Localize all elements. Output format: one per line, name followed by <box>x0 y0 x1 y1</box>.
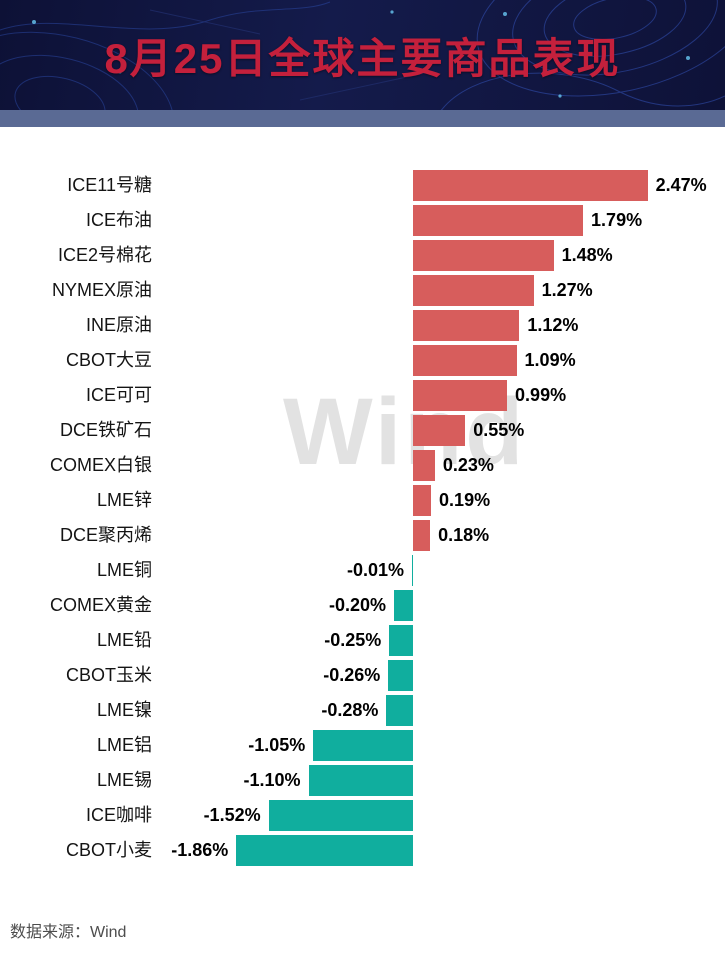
value-label: 2.47% <box>655 175 707 195</box>
negative-bar <box>388 660 413 691</box>
category-label: LME锌 <box>96 490 152 510</box>
value-label: 1.12% <box>527 315 579 335</box>
page-title: 8月25日全球主要商品表现 <box>104 34 621 82</box>
chart-row: ICE11号糖 2.47% <box>0 168 725 203</box>
value-label: 0.19% <box>439 490 491 510</box>
banner-decoration-pattern <box>0 0 725 110</box>
category-label: ICE咖啡 <box>85 805 152 825</box>
chart-row: LME铅 -0.25% <box>0 623 725 658</box>
positive-bar <box>413 240 554 271</box>
chart-row: ICE2号棉花 1.48% <box>0 238 725 273</box>
chart-rows: ICE11号糖 2.47% ICE布油 1.79% ICE2号棉花 1.48% NYMEX原… <box>0 168 725 868</box>
value-label: -0.25% <box>324 630 382 650</box>
category-label: ICE2号棉花 <box>57 245 152 265</box>
chart-row: DCE聚丙烯 0.18% <box>0 518 725 553</box>
header-accent-band <box>0 110 725 127</box>
value-label: 1.48% <box>561 245 613 265</box>
chart-row: CBOT大豆 1.09% <box>0 343 725 378</box>
negative-bar <box>268 800 413 831</box>
value-label: -1.05% <box>248 735 306 755</box>
chart-row: COMEX黄金 -0.20% <box>0 588 725 623</box>
positive-bar <box>413 415 466 446</box>
chart-row: CBOT玉米 -0.26% <box>0 658 725 693</box>
category-label: ICE布油 <box>85 210 152 230</box>
category-label: LME铝 <box>96 735 152 755</box>
value-label: 1.27% <box>541 280 593 300</box>
value-label: -0.28% <box>321 700 379 720</box>
positive-bar <box>413 520 431 551</box>
positive-bar <box>413 310 520 341</box>
negative-bar <box>394 590 413 621</box>
category-label: INE原油 <box>85 315 152 335</box>
category-label: COMEX黄金 <box>49 595 152 615</box>
category-label: CBOT小麦 <box>65 840 152 860</box>
negative-bar <box>313 730 413 761</box>
chart-row: COMEX白银 0.23% <box>0 448 725 483</box>
category-label: CBOT大豆 <box>65 350 152 370</box>
value-label: 1.79% <box>591 210 643 230</box>
category-label: ICE11号糖 <box>67 175 152 195</box>
value-label: -1.10% <box>243 770 301 790</box>
value-label: 0.55% <box>473 420 525 440</box>
category-label: DCE聚丙烯 <box>59 525 152 545</box>
category-label: LME铅 <box>96 630 152 650</box>
chart-row: LME铝 -1.05% <box>0 728 725 763</box>
positive-bar <box>413 170 648 201</box>
value-label: -0.20% <box>328 595 386 615</box>
positive-bar <box>413 275 534 306</box>
value-label: 0.99% <box>515 385 567 405</box>
chart-row: ICE咖啡 -1.52% <box>0 798 725 833</box>
category-label: ICE可可 <box>85 385 152 405</box>
negative-bar <box>412 555 413 586</box>
category-label: LME锡 <box>96 770 152 790</box>
chart-row: LME镍 -0.28% <box>0 693 725 728</box>
value-label: -1.52% <box>203 805 261 825</box>
bar-chart: Wind ICE11号糖 2.47% ICE布油 1.79% ICE2号棉花 1.48% N… <box>0 127 725 907</box>
positive-bar <box>413 450 435 481</box>
value-label: -0.26% <box>323 665 381 685</box>
chart-row: ICE布油 1.79% <box>0 203 725 238</box>
category-label: DCE铁矿石 <box>59 420 152 440</box>
category-label: CBOT玉米 <box>65 665 152 685</box>
chart-row: LME锡 -1.10% <box>0 763 725 798</box>
chart-row: ICE可可 0.99% <box>0 378 725 413</box>
positive-bar <box>413 345 517 376</box>
category-label: LME铜 <box>96 560 152 580</box>
category-label: NYMEX原油 <box>51 280 152 300</box>
category-label: COMEX白银 <box>49 455 152 475</box>
value-label: 1.09% <box>524 350 576 370</box>
chart-row: DCE铁矿石 0.55% <box>0 413 725 448</box>
value-label: -1.86% <box>171 840 229 860</box>
category-label: LME镍 <box>96 700 152 720</box>
chart-row: CBOT小麦 -1.86% <box>0 833 725 868</box>
value-label: 0.18% <box>438 525 490 545</box>
chart-row: INE原油 1.12% <box>0 308 725 343</box>
negative-bar <box>236 835 413 866</box>
positive-bar <box>413 205 584 236</box>
positive-bar <box>413 485 432 516</box>
negative-bar <box>386 695 413 726</box>
chart-row: LME锌 0.19% <box>0 483 725 518</box>
value-label: 0.23% <box>442 455 494 475</box>
negative-bar <box>389 625 413 656</box>
value-label: -0.01% <box>346 560 404 580</box>
negative-bar <box>308 765 413 796</box>
source-note: 数据来源：Wind <box>10 924 127 941</box>
header-banner: 8月25日全球主要商品表现 <box>0 0 725 110</box>
chart-row: LME铜 -0.01% <box>0 553 725 588</box>
positive-bar <box>413 380 508 411</box>
chart-row: NYMEX原油 1.27% <box>0 273 725 308</box>
